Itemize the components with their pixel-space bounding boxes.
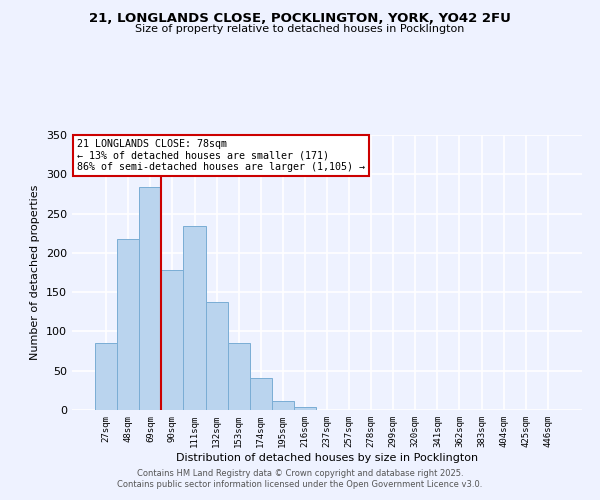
Bar bbox=[95, 343, 117, 410]
Text: Contains HM Land Registry data © Crown copyright and database right 2025.: Contains HM Land Registry data © Crown c… bbox=[137, 468, 463, 477]
Bar bbox=[184, 226, 206, 410]
Bar bbox=[139, 187, 161, 410]
Bar bbox=[117, 238, 139, 410]
Text: 21, LONGLANDS CLOSE, POCKLINGTON, YORK, YO42 2FU: 21, LONGLANDS CLOSE, POCKLINGTON, YORK, … bbox=[89, 12, 511, 26]
Bar bbox=[227, 343, 250, 410]
Bar bbox=[250, 378, 272, 410]
Text: Size of property relative to detached houses in Pocklington: Size of property relative to detached ho… bbox=[136, 24, 464, 34]
X-axis label: Distribution of detached houses by size in Pocklington: Distribution of detached houses by size … bbox=[176, 452, 478, 462]
Text: Contains public sector information licensed under the Open Government Licence v3: Contains public sector information licen… bbox=[118, 480, 482, 489]
Bar bbox=[294, 407, 316, 410]
Bar bbox=[272, 402, 294, 410]
Bar bbox=[161, 270, 184, 410]
Y-axis label: Number of detached properties: Number of detached properties bbox=[31, 185, 40, 360]
Bar bbox=[206, 302, 227, 410]
Text: 21 LONGLANDS CLOSE: 78sqm
← 13% of detached houses are smaller (171)
86% of semi: 21 LONGLANDS CLOSE: 78sqm ← 13% of detac… bbox=[77, 139, 365, 172]
